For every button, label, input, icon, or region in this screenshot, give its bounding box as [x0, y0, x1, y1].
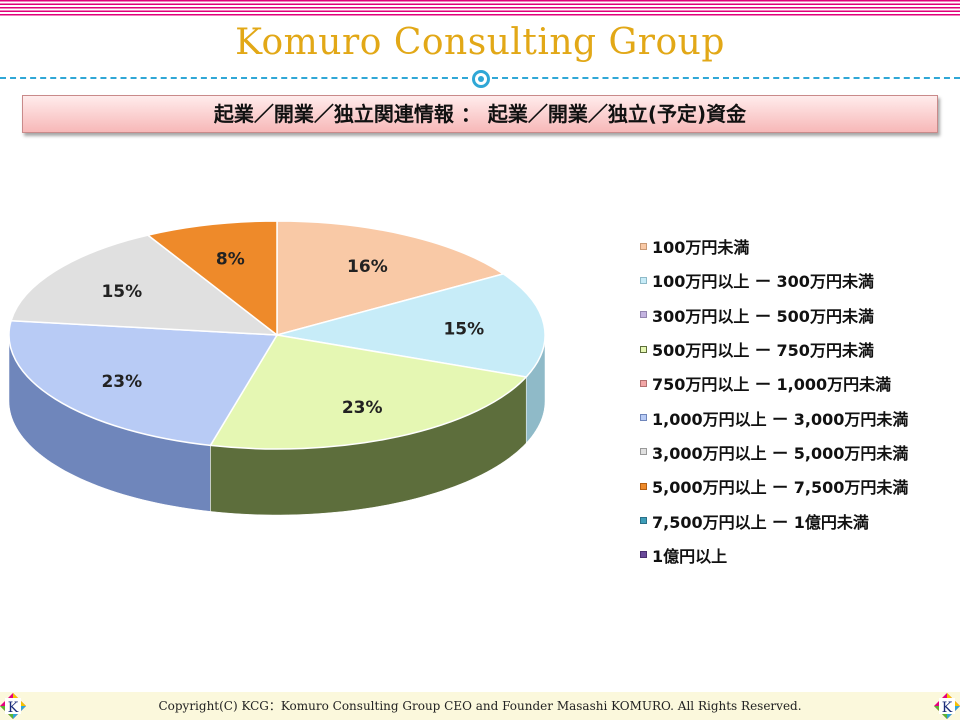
svg-text:K: K — [8, 700, 19, 716]
divider-ring-icon — [472, 70, 490, 88]
legend-item: 1,000万円以上 ー 3,000万円未満 — [640, 400, 908, 434]
legend-item: 3,000万円以上 ー 5,000万円未満 — [640, 435, 908, 469]
legend-swatch — [640, 276, 647, 284]
legend-swatch — [640, 414, 647, 422]
data-label-3: 23% — [342, 398, 383, 418]
legend-item: 100万円以上 ー 300万円未満 — [640, 263, 908, 297]
pie-slice-6 — [10, 234, 280, 336]
legend-label: 100万円以上 ー 300万円未満 — [652, 272, 874, 292]
pie-slice-5 — [8, 319, 279, 447]
legend-label: 1,000万円以上 ー 3,000万円未満 — [652, 409, 909, 429]
section-banner: 起業／開業／独立関連情報 ： 起業／開業／独立(予定)資金 — [22, 95, 938, 133]
copyright-text: Copyright(C) KCG：Komuro Consulting Group… — [158, 699, 802, 713]
legend-swatch — [640, 517, 647, 525]
legend-item: 500万円以上 ー 750万円未満 — [640, 332, 908, 366]
chart-legend: 100万円未満 100万円以上 ー 300万円未満 300万円以上 ー 500万円未… — [640, 229, 908, 572]
data-label-1: 15% — [443, 320, 484, 340]
legend-item: 1億円以上 — [640, 538, 908, 572]
legend-swatch — [640, 379, 647, 387]
legend-label: 750万円以上 ー 1,000万円未満 — [652, 375, 892, 395]
legend-item: 300万円以上 ー 500万円未満 — [640, 298, 908, 332]
data-label-5: 23% — [101, 372, 142, 392]
legend-label: 100万円未満 — [652, 238, 750, 258]
data-label-7: 8% — [216, 250, 245, 270]
pie-chart: 16% 15% 23% 23% 15% 8% — [8, 220, 546, 516]
top-stripe — [0, 0, 960, 16]
legend-label: 1億円以上 — [652, 546, 728, 566]
legend-item: 7,500万円以上 ー 1億円未満 — [640, 503, 908, 537]
data-label-6: 15% — [101, 282, 142, 302]
page-title: Komuro Consulting Group — [235, 22, 725, 63]
footer: Copyright(C) KCG：Komuro Consulting Group… — [0, 692, 960, 720]
pie-slice-3 — [209, 334, 528, 450]
legend-swatch — [640, 242, 647, 250]
pie-slice-7 — [146, 220, 278, 337]
legend-item: 750万円以上 ー 1,000万円未満 — [640, 366, 908, 400]
legend-label: 300万円以上 ー 500万円未満 — [652, 306, 874, 326]
svg-text:K: K — [942, 700, 953, 716]
legend-swatch — [640, 551, 647, 559]
legend-swatch — [640, 311, 647, 319]
legend-swatch — [640, 482, 647, 490]
pie-slice-1 — [276, 273, 546, 378]
pie-slice-0 — [276, 220, 506, 336]
divider-right — [492, 77, 960, 79]
legend-label: 7,500万円以上 ー 1億円未満 — [652, 512, 869, 532]
k-logo-right: K — [934, 693, 960, 719]
divider-left — [0, 77, 468, 79]
k-logo-left: K — [0, 693, 26, 719]
legend-label: 5,000万円以上 ー 7,500万円未満 — [652, 478, 909, 498]
legend-label: 3,000万円以上 ー 5,000万円未満 — [652, 443, 909, 463]
legend-item: 100万円未満 — [640, 229, 908, 263]
legend-swatch — [640, 345, 647, 353]
legend-label: 500万円以上 ー 750万円未満 — [652, 341, 874, 361]
legend-item: 5,000万円以上 ー 7,500万円未満 — [640, 469, 908, 503]
legend-swatch — [640, 448, 647, 456]
data-label-0: 16% — [347, 257, 388, 277]
